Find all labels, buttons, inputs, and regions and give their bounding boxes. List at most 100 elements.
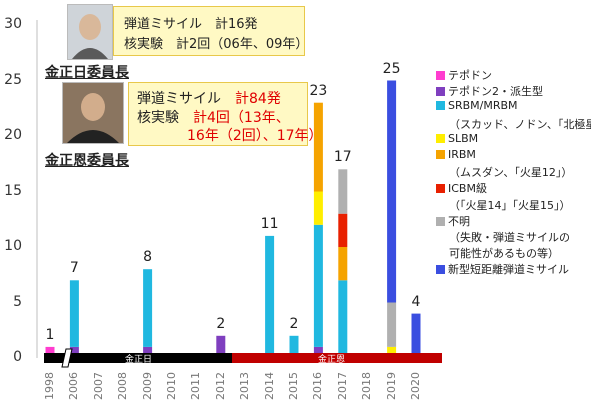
legend-swatch [436,133,445,143]
legend-item: 新型短距離弾道ミサイル [436,261,569,277]
bar-segment-2006-2 [69,280,79,347]
bar-segment-2012-1 [216,335,226,358]
legend-swatch [436,101,445,111]
x-tick-label: 2018 [360,372,374,400]
legend-label: SRBM/MRBM [448,99,518,113]
legend-item: SRBM/MRBM [436,99,518,112]
legend-label: 新型短距離弾道ミサイル [448,263,569,277]
era-label: 金正恩 [318,355,346,365]
bar-total-label: 7 [69,260,79,277]
bar-total-label: 11 [260,215,279,232]
x-tick-label: 2014 [262,372,276,400]
bar-segment-2009-2 [143,269,153,347]
bar-segment-2015-2 [289,335,299,358]
era-bar-kim-jong-un [232,353,442,363]
kim-jong-un-label: 金正恩委員長 [45,153,129,169]
x-tick-label: 2015 [287,372,300,400]
x-tick-label: 2011 [189,372,203,400]
bar-segment-2006-1 [69,346,79,358]
x-tick-label: 2012 [213,372,227,400]
axis-break-icon [61,348,73,368]
bar-segment-2016-1 [313,346,323,358]
bar-segment-2019-3 [387,346,397,358]
bar-segment-2017-4 [338,247,348,281]
x-tick-label: 2008 [116,372,130,400]
legend-item: テポドン [436,67,492,83]
y-tick-label: 20 [4,127,22,143]
kim-jong-un-missiles-label: 弾道ミサイル [137,91,235,107]
y-tick-label: 0 [13,349,22,365]
bar-segment-2016-3 [313,191,323,225]
y-tick-label: 25 [4,71,22,88]
kim-jong-un-nuclear-years: 16年（2回）、17年） [187,128,323,144]
x-tick-label: 1998 [43,372,56,400]
legend-note: （「火星14」「火星15」） [449,198,571,212]
bar-total-label: 4 [411,293,421,310]
legend-label: テポドン [448,69,492,82]
kim-jong-un-portrait-image [63,83,123,143]
bar-segment-2017-2 [338,280,348,358]
bar-total-label: 17 [333,149,352,166]
legend-swatch [436,87,445,97]
x-tick-label: 2017 [335,372,349,400]
kim-jong-un-missiles-value: 計84発 [235,91,281,107]
bar-total-label: 23 [309,82,328,99]
legend-swatch [436,184,445,194]
bar-segment-2019-7 [387,80,397,303]
x-tick-label: 2006 [67,372,81,400]
legend-note: （失敗・弾道ミサイルの [449,231,570,244]
bars-group [45,80,421,358]
kim-jong-il-portrait-image [68,5,112,59]
legend-label: IRBM [448,148,476,161]
y-tick-label: 30 [4,16,22,32]
x-tick-label: 2009 [140,372,154,400]
bar-total-label: 2 [289,315,299,332]
legend-swatch [436,265,445,275]
bar-segment-2020-7 [411,313,421,358]
legend-note: （スカッド、ノドン、「北極星2」） [449,117,591,131]
bar-total-label: 8 [143,249,153,266]
kim-jong-un-callout: 弾道ミサイル 計84発 核実験 計4回（13年、 16年（2回）、17年） [128,82,323,146]
legend-item: テポドン2・派生型 [436,83,543,99]
bar-segment-2016-4 [313,102,323,192]
bar-segment-2017-6 [338,169,348,214]
bar-total-label: 1 [45,326,55,343]
kim-jong-un-portrait [62,82,124,144]
x-tick-label: 2010 [165,372,178,400]
bar-segment-2016-2 [313,224,323,347]
kim-jong-il-label: 金正日委員長 [45,65,129,81]
bar-segment-2017-5 [338,213,348,247]
kim-jong-un-nuclear-label: 核実験 [137,110,193,126]
x-tick-label: 2007 [91,372,105,400]
legend-swatch [436,71,445,80]
x-tick-label: 2020 [409,372,422,400]
bar-segment-2019-6 [387,302,397,347]
legend-item: IRBM [436,148,476,161]
legend-item: 不明 [436,213,470,229]
kim-jong-un-nuclear-value: 計4回（13年、 [193,110,290,126]
legend-item: SLBM [436,132,478,145]
legend-label: ICBM級 [448,182,487,196]
y-tick-label: 15 [4,182,22,199]
legend-swatch [436,150,445,159]
kim-jong-il-missiles: 弾道ミサイル 計16発 [124,17,258,32]
kim-jong-il-nuclear: 核実験 計2回（06年、09年） [124,37,309,52]
x-tick-label: 2019 [384,372,398,400]
bar-segment-1998-0 [45,346,55,358]
legend-note: 可能性があるもの等） [449,247,559,261]
era-label: 金正日 [125,355,153,365]
kim-jong-un-missiles: 弾道ミサイル 計84発 [137,88,281,108]
kim-jong-un-nuclear: 核実験 計4回（13年、 [137,107,290,127]
bar-total-label: 2 [216,315,226,332]
kim-jong-il-portrait [67,4,113,60]
legend-label: 不明 [448,214,470,228]
legend-item: ICBM級 [436,180,487,196]
legend-swatch [436,216,445,226]
legend-label: テポドン2・派生型 [448,85,543,99]
kim-jong-il-callout: 弾道ミサイル 計16発 核実験 計2回（06年、09年） [113,6,309,56]
legend-label: SLBM [448,131,479,145]
legend-note: （ムスダン、「火星12」） [449,166,573,180]
y-tick-label: 5 [13,293,22,310]
era-bar-kim-jong-il [44,353,232,363]
